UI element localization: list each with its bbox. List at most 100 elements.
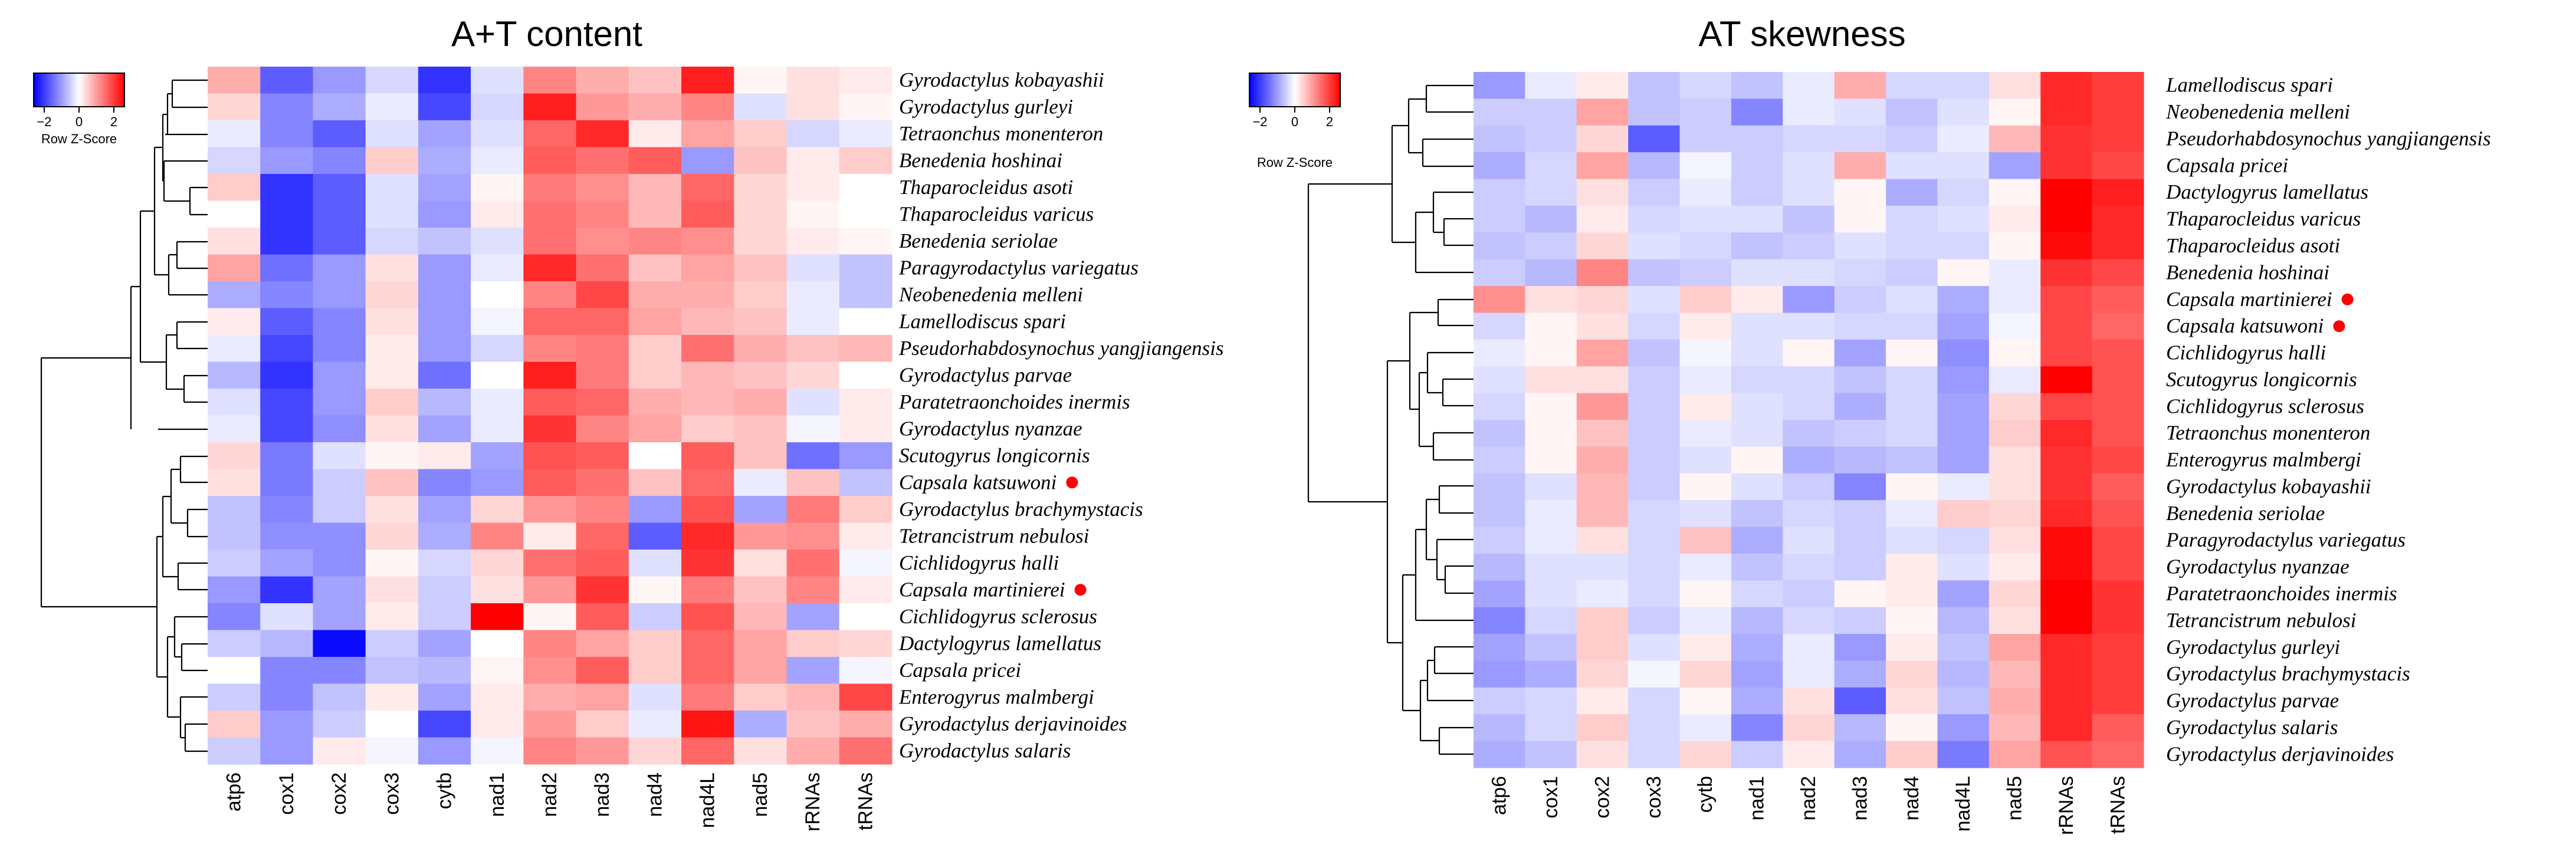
color-key-swatch [1306,73,1309,107]
heatmap-cell [1576,179,1629,206]
heatmap-cell [313,442,366,470]
heatmap-cell [1731,527,1783,554]
heatmap-cell [1679,232,1732,260]
heatmap-cell [786,174,840,202]
heatmap-cell [734,415,787,443]
heatmap-cell [734,496,787,524]
heatmap-cell [1576,634,1629,662]
heatmap-cell [628,147,682,175]
column-label: cox3 [380,772,403,815]
heatmap-cell [523,576,577,604]
heatmap-cell [1576,714,1629,742]
heatmap-cell [313,174,366,202]
heatmap-cell [260,442,314,470]
column-label: cox3 [1643,776,1665,818]
heatmap-cell [628,711,682,738]
heatmap-cell [576,442,629,470]
column-label: tRNAs [854,772,877,830]
heatmap-cell [365,200,419,228]
heatmap-cell [786,469,840,496]
heatmap-cell [365,496,419,524]
heatmap-cell [2092,313,2144,340]
heatmap-cell [786,737,840,765]
color-key-swatch [61,73,64,107]
heatmap-cell [1474,714,1525,742]
heatmap-cell [1937,446,1990,474]
heatmap-cell [786,711,840,738]
heatmap-cell [1937,339,1990,367]
heatmap-cell [260,657,314,685]
color-key-swatch [1328,73,1332,107]
highlight-marker [2341,293,2354,305]
color-key-swatch [77,73,80,107]
heatmap-cell [208,335,261,363]
heatmap-at-content: A+T content −2 0 2 Row Z-Score atp6 cox1 c… [33,14,1224,831]
color-key-tick: −2 [37,114,51,129]
heatmap-cell [1474,152,1525,180]
heatmap-cell [1576,500,1629,528]
heatmap-at-skewness: AT skewness −2 0 2 Row Z-Score atp6 cox1 c… [1249,14,2491,835]
heatmap-cell [471,496,524,524]
heatmap-cell [1474,580,1525,608]
heatmap-cell [1525,313,1577,340]
heatmap-cell [1679,339,1732,367]
heatmap-cell [1988,500,2041,528]
heatmap-cell [365,389,419,416]
heatmap-cell [1783,714,1835,742]
color-key-tick: −2 [1252,114,1267,129]
heatmap-cell [576,228,629,255]
color-key-swatch [1292,73,1295,107]
heatmap-cell [681,522,734,550]
heatmap-cell [365,308,419,336]
heatmap-cell [1731,286,1783,314]
heatmap-cell [628,603,682,631]
heatmap-cell [1576,393,1629,420]
heatmap-cell [1576,446,1629,474]
heatmap-cell [471,522,524,550]
heatmap-cell [1679,714,1732,742]
row-label: Cichlidogyrus halli [899,551,1059,574]
heatmap-cell [1474,366,1525,394]
heatmap-cell [1937,179,1990,206]
row-label: Capsala pricei [2166,154,2288,177]
heatmap-cell [839,683,892,711]
heatmap-cell [1937,393,1990,420]
heatmap-cell [2092,660,2144,688]
heatmap-cell [1834,634,1886,662]
heatmap-cell [734,737,787,765]
heatmap-cell [1937,205,1990,233]
heatmap-cell [2092,420,2144,447]
heatmap-cell [681,576,734,604]
heatmap-cell [523,120,577,148]
heatmap-cell [1834,152,1886,180]
heatmap-cell [1731,446,1783,474]
column-label: cox1 [1540,776,1562,818]
heatmap-cell [1834,72,1886,99]
color-key-swatch [120,73,123,107]
column-labels: atp6 cox1 cox2 cox3 cytb nad1 nad2 nad3 nad4 nad4… [1488,776,2129,835]
heatmap-cell [208,281,261,309]
heatmap-cell [1834,339,1886,367]
heatmap-cell [681,93,734,121]
heatmap-cell [1525,446,1577,474]
row-labels: Lamellodiscus spari Neobenedenia melleni P… [2165,74,2491,766]
heatmap-cell [628,657,682,685]
row-label: Benedenia seriolae [899,229,1058,252]
color-key-swatch [1326,73,1330,107]
heatmap-cell [576,361,629,389]
heatmap-cell [418,254,471,282]
heatmap-cell [2092,473,2144,501]
heatmap-cell [1628,527,1681,554]
heatmap-cell [313,683,366,711]
row-label: Gyrodactylus parvae [2166,689,2339,712]
heatmap-cell [628,93,682,121]
heatmap-cell [839,415,892,443]
heatmap-cell [471,200,524,228]
heatmap-cell [208,389,261,416]
highlight-marker [1066,476,1078,489]
heatmap-cell [1679,741,1732,768]
heatmap-cell [2092,553,2144,581]
heatmap-cell [1937,527,1990,554]
color-key-swatch [1272,73,1275,107]
row-label: Tetraonchus monenteron [2166,422,2370,445]
